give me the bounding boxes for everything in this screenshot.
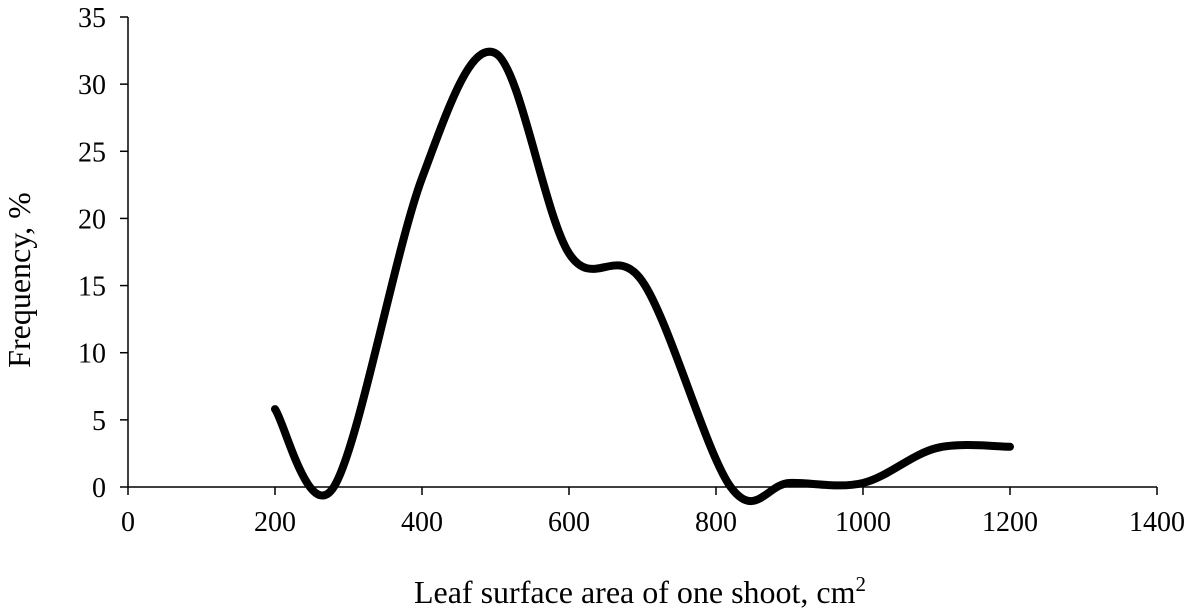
y-tick-label: 5 — [92, 406, 106, 437]
x-axis-title: Leaf surface area of one shoot, cm2 — [414, 572, 866, 610]
y-tick-label: 10 — [78, 339, 106, 370]
y-tick-label: 0 — [92, 473, 106, 504]
y-tick-label: 35 — [78, 3, 106, 34]
y-tick-label: 25 — [78, 137, 106, 168]
y-axis: 0 5 10 15 20 25 30 35 — [78, 3, 129, 504]
y-axis-ticks: 0 5 10 15 20 25 30 35 — [78, 3, 128, 504]
x-tick-label: 1000 — [835, 507, 891, 538]
x-axis-title-superscript: 2 — [856, 572, 867, 596]
y-tick-label: 15 — [78, 272, 106, 303]
series-line-0 — [271, 47, 1014, 505]
x-axis: 0 200 400 600 800 1000 1200 1400 — [121, 486, 1185, 538]
x-tick-label: 600 — [548, 507, 590, 538]
series-group — [271, 47, 1014, 505]
x-axis-title-text: Leaf surface area of one shoot, cm — [414, 574, 856, 610]
y-axis-title: Frequency, % — [1, 192, 37, 368]
x-tick-label: 1200 — [982, 507, 1038, 538]
x-axis-ticks: 0 200 400 600 800 1000 1200 1400 — [121, 487, 1185, 538]
x-tick-label: 400 — [401, 507, 443, 538]
x-tick-label: 0 — [121, 507, 135, 538]
y-tick-label: 30 — [78, 70, 106, 101]
x-tick-label: 800 — [695, 507, 737, 538]
x-tick-label: 1400 — [1129, 507, 1185, 538]
y-tick-label: 20 — [78, 204, 106, 235]
x-tick-label: 200 — [254, 507, 296, 538]
